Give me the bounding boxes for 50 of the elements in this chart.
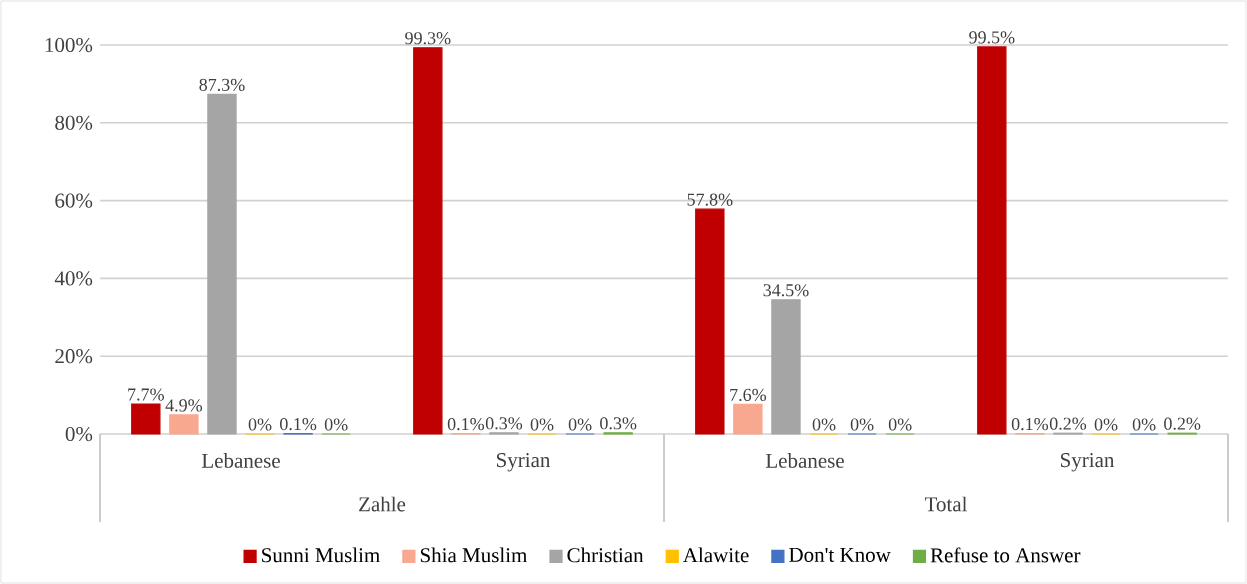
bar bbox=[733, 403, 763, 435]
x-tick-label: Syrian bbox=[1061, 453, 1115, 472]
y-tick-label: 40% bbox=[54, 271, 93, 286]
legend-label: Alawite bbox=[683, 547, 749, 563]
data-label: 0% bbox=[324, 418, 348, 431]
data-label: 0% bbox=[888, 418, 912, 431]
data-label: 87.3% bbox=[199, 78, 245, 91]
data-label: 57.8% bbox=[687, 193, 733, 206]
legend-label: Sunni Muslim bbox=[262, 547, 380, 563]
data-label: 0% bbox=[850, 418, 874, 431]
legend-label: Shia Muslim bbox=[420, 547, 528, 563]
x-tick-label: Syrian bbox=[497, 453, 551, 472]
data-label: 4.9% bbox=[165, 399, 203, 412]
data-label: 99.5% bbox=[969, 31, 1015, 44]
data-label: 34.5% bbox=[763, 284, 809, 297]
bar bbox=[207, 93, 237, 435]
data-label: 0.1% bbox=[280, 417, 317, 431]
data-label: 0.2% bbox=[1049, 417, 1087, 430]
x-tick-label: Lebanese bbox=[201, 453, 280, 468]
text: Total bbox=[924, 496, 968, 512]
y-tick-label: 0% bbox=[65, 426, 93, 442]
data-label: 0.1% bbox=[1011, 417, 1049, 431]
data-label: 0% bbox=[812, 418, 836, 431]
y-tick-label: 80% bbox=[55, 115, 93, 130]
x-tick-label: Lebanese bbox=[765, 453, 844, 468]
text: Zahle bbox=[359, 496, 406, 512]
data-label: 0.2% bbox=[1164, 417, 1201, 430]
data-label: 0% bbox=[568, 418, 592, 431]
bar bbox=[695, 208, 725, 435]
bar bbox=[169, 414, 199, 435]
y-tick-label: 20% bbox=[55, 349, 93, 364]
bar bbox=[771, 299, 801, 435]
data-label: 0.1% bbox=[447, 417, 485, 431]
data-label: 7.6% bbox=[730, 388, 767, 402]
data-label: 0% bbox=[248, 418, 272, 431]
bar bbox=[977, 46, 1007, 435]
legend-label: Don't Know bbox=[789, 547, 891, 562]
legend-label: Christian bbox=[567, 547, 644, 563]
y-tick-label: 60% bbox=[55, 193, 93, 208]
data-label: 0.3% bbox=[485, 417, 523, 430]
y-tick-label: 100% bbox=[45, 37, 93, 53]
data-label: 0% bbox=[1094, 418, 1118, 431]
bar bbox=[413, 47, 443, 435]
data-label: 0% bbox=[1132, 418, 1156, 431]
data-label: 0% bbox=[530, 418, 554, 431]
data-label: 0.3% bbox=[600, 417, 637, 430]
bar bbox=[131, 403, 161, 435]
data-label: 7.7% bbox=[128, 388, 164, 401]
legend-label: Refuse to Answer bbox=[930, 547, 1081, 563]
data-label: 99.3% bbox=[405, 32, 451, 45]
